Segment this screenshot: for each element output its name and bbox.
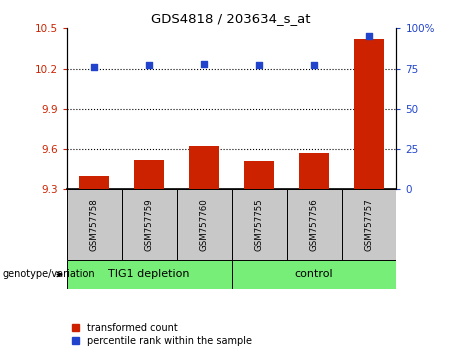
Point: [146, 63, 153, 68]
FancyBboxPatch shape: [122, 189, 177, 260]
Text: control: control: [295, 269, 333, 279]
Bar: [299, 153, 329, 189]
Text: GSM757755: GSM757755: [254, 198, 264, 251]
FancyBboxPatch shape: [231, 260, 396, 289]
Bar: [354, 39, 384, 189]
FancyBboxPatch shape: [67, 260, 231, 289]
Bar: [189, 147, 219, 189]
Text: GSM757756: GSM757756: [309, 198, 319, 251]
Point: [255, 63, 263, 68]
Text: GSM757758: GSM757758: [90, 198, 99, 251]
Text: TIG1 depletion: TIG1 depletion: [108, 269, 190, 279]
Text: GSM757759: GSM757759: [145, 199, 154, 251]
FancyBboxPatch shape: [177, 189, 231, 260]
Point: [201, 61, 208, 67]
Point: [365, 34, 372, 39]
FancyBboxPatch shape: [287, 189, 342, 260]
Text: GDS4818 / 203634_s_at: GDS4818 / 203634_s_at: [151, 12, 310, 25]
FancyBboxPatch shape: [231, 189, 287, 260]
Point: [91, 64, 98, 70]
Bar: [244, 161, 274, 189]
Point: [310, 63, 318, 68]
Legend: transformed count, percentile rank within the sample: transformed count, percentile rank withi…: [72, 323, 252, 346]
Text: GSM757757: GSM757757: [365, 198, 373, 251]
Bar: [79, 176, 109, 189]
FancyBboxPatch shape: [67, 189, 122, 260]
Bar: [134, 160, 165, 189]
Text: genotype/variation: genotype/variation: [2, 269, 95, 279]
FancyBboxPatch shape: [342, 189, 396, 260]
Text: GSM757760: GSM757760: [200, 198, 209, 251]
